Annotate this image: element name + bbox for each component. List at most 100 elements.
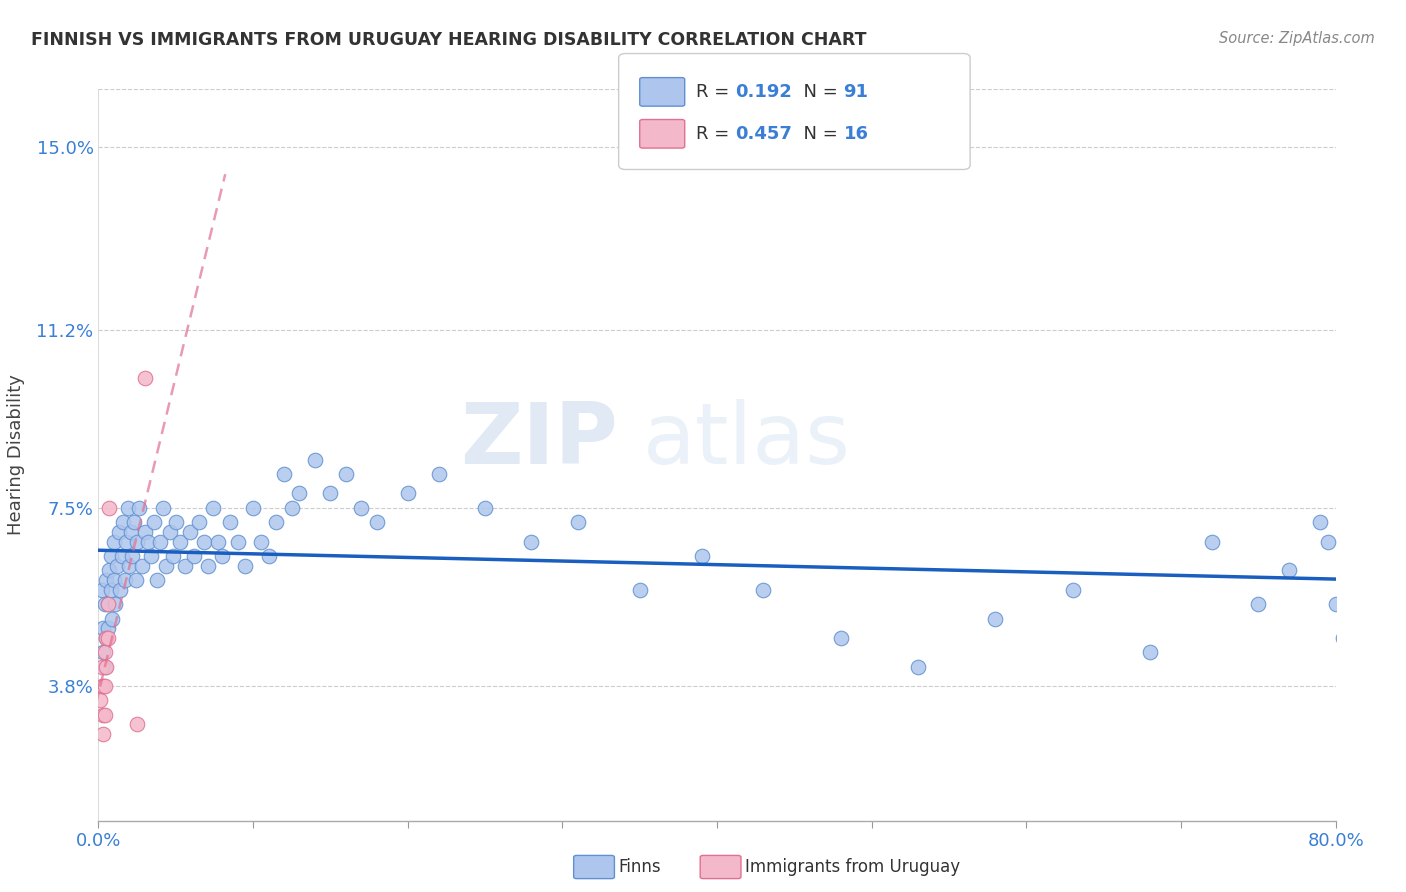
Point xyxy=(242,500,264,515)
Point xyxy=(96,573,118,587)
Point xyxy=(169,534,191,549)
Point xyxy=(830,631,852,645)
Point xyxy=(91,621,114,635)
Point xyxy=(396,486,419,500)
Point xyxy=(149,534,172,549)
Point xyxy=(567,516,589,530)
Point xyxy=(107,524,129,539)
Point xyxy=(250,534,273,549)
Point xyxy=(96,631,118,645)
Point xyxy=(257,549,280,563)
Point xyxy=(134,371,156,385)
Point xyxy=(97,597,120,611)
Point xyxy=(366,516,388,530)
Point xyxy=(90,679,112,693)
Point xyxy=(101,611,124,625)
Point xyxy=(281,500,304,515)
Point xyxy=(91,645,114,659)
Point xyxy=(335,467,357,482)
Point xyxy=(127,717,149,731)
Point xyxy=(219,516,242,530)
Point xyxy=(93,645,115,659)
Point xyxy=(1309,516,1331,530)
Point xyxy=(201,500,224,515)
Point xyxy=(350,500,373,515)
Point xyxy=(690,549,713,563)
Point xyxy=(188,516,211,530)
Text: Source: ZipAtlas.com: Source: ZipAtlas.com xyxy=(1219,31,1375,46)
Point xyxy=(907,659,929,673)
Point xyxy=(1201,534,1223,549)
Point xyxy=(114,573,136,587)
Point xyxy=(1139,645,1161,659)
Point xyxy=(105,558,128,573)
Point xyxy=(165,516,187,530)
Point xyxy=(134,524,156,539)
Point xyxy=(984,611,1007,625)
Point xyxy=(115,534,138,549)
Text: Immigrants from Uruguay: Immigrants from Uruguay xyxy=(745,858,960,876)
Point xyxy=(93,659,115,673)
Point xyxy=(89,693,111,707)
Point xyxy=(96,631,118,645)
Point xyxy=(1278,563,1301,577)
Point xyxy=(93,597,115,611)
Point xyxy=(207,534,229,549)
Point xyxy=(174,558,197,573)
Point xyxy=(122,516,145,530)
Point xyxy=(90,659,112,673)
Point xyxy=(1333,631,1355,645)
Point xyxy=(193,534,215,549)
Point xyxy=(474,500,496,515)
Point xyxy=(152,500,174,515)
Point xyxy=(1324,597,1347,611)
Point xyxy=(112,516,135,530)
Point xyxy=(183,549,205,563)
Point xyxy=(1062,582,1084,597)
Point xyxy=(162,549,184,563)
Point xyxy=(628,582,651,597)
Point xyxy=(146,573,169,587)
Point xyxy=(117,500,139,515)
Point xyxy=(96,659,118,673)
Point xyxy=(120,524,142,539)
Point xyxy=(1340,563,1362,577)
Point xyxy=(211,549,233,563)
Point xyxy=(91,679,114,693)
Text: R =: R = xyxy=(696,83,735,101)
Point xyxy=(233,558,257,573)
Text: 91: 91 xyxy=(844,83,869,101)
Point xyxy=(131,558,153,573)
Point xyxy=(98,500,121,515)
Point xyxy=(103,573,125,587)
Point xyxy=(1247,597,1270,611)
Point xyxy=(97,631,120,645)
Point xyxy=(100,582,122,597)
Point xyxy=(264,516,288,530)
Text: 16: 16 xyxy=(844,125,869,143)
Point xyxy=(103,534,125,549)
Point xyxy=(93,707,115,722)
Text: N =: N = xyxy=(792,83,844,101)
Text: Finns: Finns xyxy=(619,858,661,876)
Point xyxy=(100,549,122,563)
Point xyxy=(104,597,127,611)
Point xyxy=(124,573,146,587)
Point xyxy=(108,582,131,597)
Text: atlas: atlas xyxy=(643,399,851,482)
Point xyxy=(139,549,162,563)
Point xyxy=(128,500,150,515)
Point xyxy=(288,486,311,500)
Point xyxy=(273,467,295,482)
Point xyxy=(1317,534,1340,549)
Point xyxy=(752,582,775,597)
Text: N =: N = xyxy=(792,125,844,143)
Point xyxy=(98,563,121,577)
Point xyxy=(97,621,120,635)
Point xyxy=(319,486,342,500)
Point xyxy=(427,467,450,482)
Point xyxy=(97,597,120,611)
Point xyxy=(121,549,143,563)
Point xyxy=(197,558,219,573)
Point xyxy=(136,534,159,549)
